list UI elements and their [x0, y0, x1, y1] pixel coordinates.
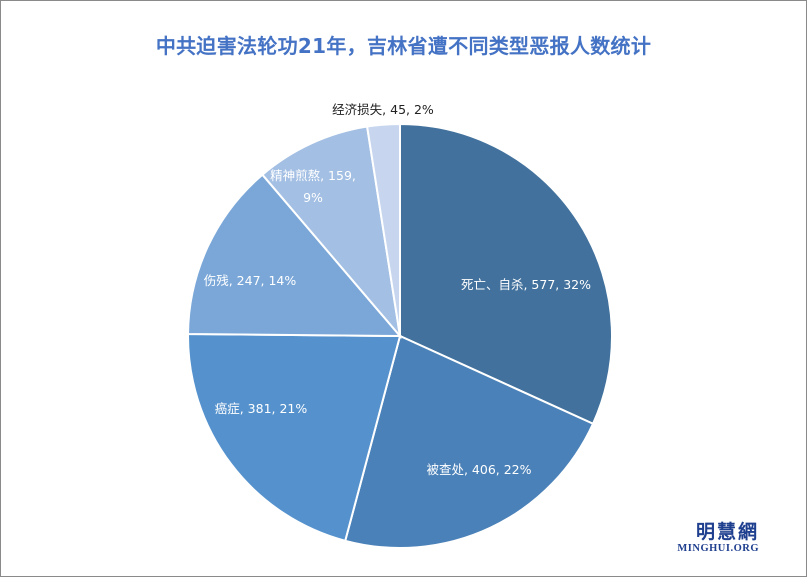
label-economic-loss: 经济损失, 45, 2%: [332, 102, 434, 117]
slice-death-suicide: [399, 122, 613, 426]
slice-investigated: [343, 334, 595, 549]
slice-disabled: [187, 173, 403, 338]
label-cancer: 癌症, 381, 21%: [215, 401, 308, 416]
slice-economic-loss: [365, 122, 401, 337]
slice-cancer: [187, 332, 402, 543]
label-disabled: 伤残, 247, 14%: [204, 273, 297, 288]
label-investigated: 被查处, 406, 22%: [426, 462, 531, 477]
label-death-suicide: 死亡、自杀, 577, 32%: [461, 277, 591, 292]
label-mental-torment: 精神煎熬, 159, 9%: [270, 168, 356, 205]
slice-mental-torment: [261, 125, 402, 340]
minghui-logo-en: MINGHUI.ORG: [677, 543, 759, 554]
chart-title: 中共迫害法轮功21年，吉林省遭不同类型恶报人数统计: [155, 34, 652, 58]
minghui-logo-cn: 明慧網: [695, 521, 759, 543]
